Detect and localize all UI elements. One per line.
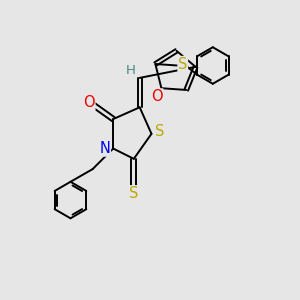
Text: S: S	[155, 124, 164, 139]
Text: H: H	[126, 64, 136, 77]
Text: O: O	[151, 89, 163, 104]
Text: O: O	[83, 95, 95, 110]
Text: S: S	[178, 56, 188, 71]
Text: S: S	[129, 186, 139, 201]
Text: N: N	[100, 141, 110, 156]
